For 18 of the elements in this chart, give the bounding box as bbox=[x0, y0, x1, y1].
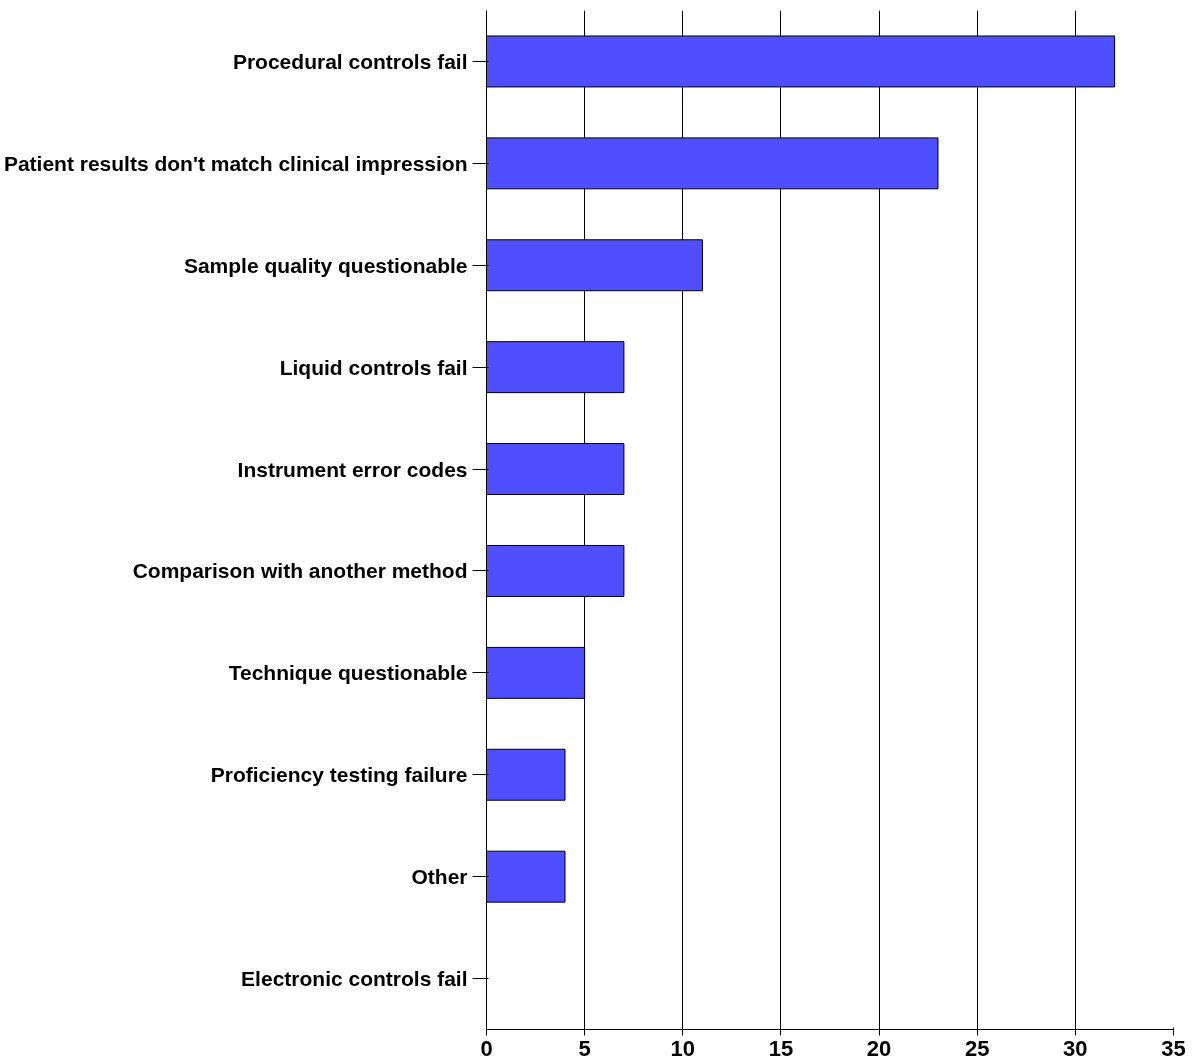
y-tick-label: Other bbox=[411, 865, 468, 889]
x-tick-label: 20 bbox=[866, 1035, 892, 1061]
y-tick-label: Liquid controls fail bbox=[279, 355, 468, 379]
x-tick-label: 0 bbox=[480, 1035, 493, 1061]
y-tick-label: Procedural controls fail bbox=[232, 49, 468, 73]
y-tick-label: Technique questionable bbox=[228, 661, 468, 685]
x-tick-label: 10 bbox=[670, 1035, 696, 1061]
y-tick-label: Patient results don't match clinical impression bbox=[3, 151, 468, 175]
y-tick-label: Electronic controls fail bbox=[241, 967, 468, 991]
y-tick-label: Proficiency testing failure bbox=[210, 763, 468, 787]
y-tick-label: Comparison with another method bbox=[132, 559, 468, 583]
y-tick-label: Sample quality questionable bbox=[183, 253, 468, 277]
x-tick-label: 25 bbox=[964, 1035, 990, 1061]
x-tick-label: 15 bbox=[768, 1035, 794, 1061]
y-tick-label: Instrument error codes bbox=[237, 457, 468, 481]
x-tick-label: 5 bbox=[578, 1035, 591, 1061]
x-tick-label: 30 bbox=[1063, 1035, 1088, 1061]
x-tick-label: 35 bbox=[1161, 1035, 1186, 1061]
